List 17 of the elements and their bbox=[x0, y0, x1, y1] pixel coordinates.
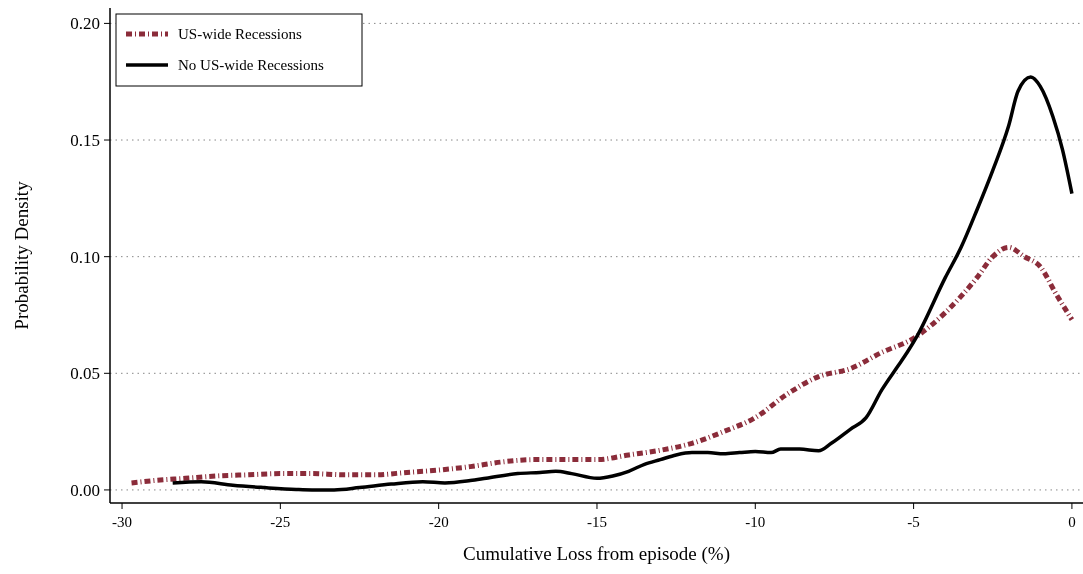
legend-label: US-wide Recessions bbox=[178, 26, 302, 42]
y-tick-label: 0.05 bbox=[70, 364, 100, 384]
y-tick-label: 0.10 bbox=[70, 247, 100, 267]
legend-label: No US-wide Recessions bbox=[178, 57, 324, 73]
x-tick-label: -30 bbox=[112, 514, 133, 530]
x-axis-title: Cumulative Loss from episode (%) bbox=[462, 543, 731, 565]
x-tick-label: -5 bbox=[907, 514, 920, 530]
x-tick-label: -15 bbox=[586, 514, 607, 530]
y-tick-label: 0.15 bbox=[70, 131, 100, 151]
x-tick-label: 0 bbox=[1068, 514, 1076, 530]
x-tick-label: -10 bbox=[745, 514, 766, 530]
y-tick-label: 0.20 bbox=[70, 14, 100, 34]
line-series bbox=[170, 75, 1074, 492]
x-tick-label: -20 bbox=[428, 514, 449, 530]
x-tick-label: -25 bbox=[270, 514, 291, 530]
y-tick-label: 0.00 bbox=[70, 480, 100, 500]
y-axis-title: Probability Density bbox=[11, 180, 32, 330]
